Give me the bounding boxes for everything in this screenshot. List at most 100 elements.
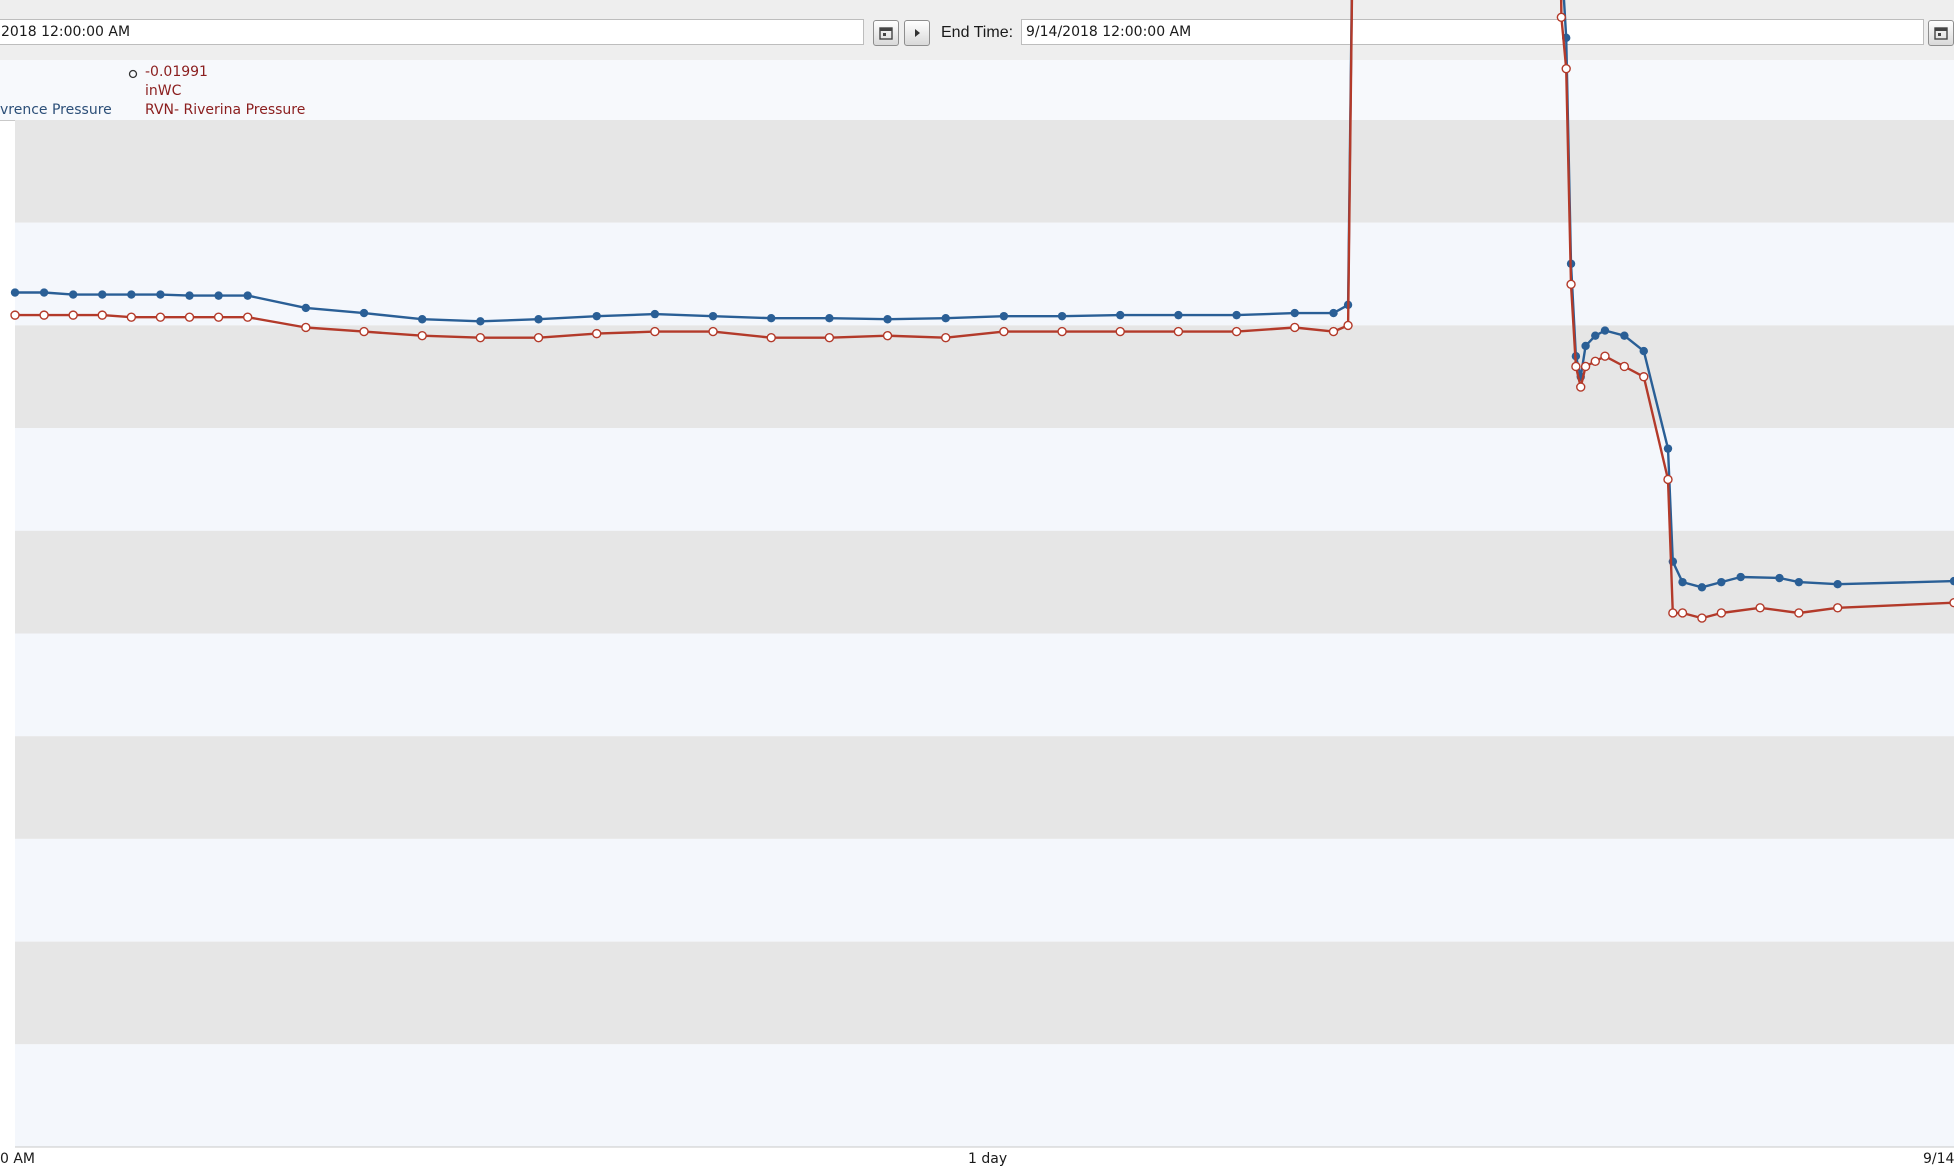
data-point <box>708 326 718 337</box>
data-point <box>417 315 427 324</box>
grid-band <box>15 325 1954 429</box>
grid-band <box>15 428 1954 531</box>
data-point <box>1290 322 1300 333</box>
plot-background-bands <box>15 120 1954 1148</box>
data-point <box>1116 310 1125 320</box>
data-point <box>1755 603 1765 613</box>
grid-band <box>15 838 1954 942</box>
series-2-line <box>15 0 1954 620</box>
data-point <box>1556 12 1567 22</box>
data-point <box>1600 351 1610 361</box>
end-time-label: End Time: <box>941 24 1014 41</box>
data-point <box>1571 361 1581 372</box>
data-point <box>1716 608 1727 618</box>
data-point <box>1949 597 1954 608</box>
end-calendar-button[interactable] <box>1928 20 1954 46</box>
data-point <box>1620 331 1629 340</box>
x-tick-start: 0 AM <box>0 1151 36 1167</box>
start-calendar-button[interactable] <box>873 20 899 46</box>
legend-series2-unit: inWC <box>145 83 182 99</box>
data-point <box>1794 577 1804 587</box>
legend-series2-label[interactable]: RVN- Riverina Pressure <box>145 102 306 118</box>
data-point <box>824 333 835 343</box>
grid-band <box>15 530 1954 634</box>
data-point <box>475 333 486 343</box>
data-point <box>1057 311 1067 321</box>
series-1 <box>10 0 1954 592</box>
data-point <box>1290 308 1299 318</box>
data-point <box>185 291 194 300</box>
data-point <box>1343 320 1353 331</box>
data-point <box>68 310 78 320</box>
data-point <box>1639 372 1649 382</box>
data-point <box>68 290 78 299</box>
data-point <box>97 310 107 320</box>
data-point <box>882 330 893 341</box>
calendar-icon <box>1934 27 1948 40</box>
data-point <box>883 315 892 324</box>
data-point <box>767 314 776 323</box>
data-point <box>1775 573 1784 583</box>
x-tick-middle: 1 day <box>968 1151 1008 1167</box>
grid-band <box>15 941 1954 1045</box>
data-point <box>1697 613 1707 623</box>
data-point <box>1639 346 1648 356</box>
data-point <box>1580 361 1591 372</box>
data-point <box>1057 326 1067 337</box>
data-point <box>184 312 195 322</box>
start-time-field[interactable]: 2018 12:00:00 AM <box>0 19 864 45</box>
data-point <box>650 309 660 319</box>
data-point <box>1576 382 1586 392</box>
data-point <box>156 290 165 299</box>
data-point <box>1619 361 1630 372</box>
data-point <box>592 328 602 339</box>
data-point <box>1794 608 1804 618</box>
data-point <box>1566 279 1576 290</box>
series-1-line <box>15 0 1954 589</box>
data-point <box>1717 577 1726 587</box>
data-point <box>10 310 20 320</box>
data-point <box>1600 326 1610 335</box>
data-point <box>650 326 660 337</box>
data-point <box>1663 474 1673 485</box>
data-point <box>417 330 427 341</box>
data-point <box>155 312 166 322</box>
data-point <box>476 317 485 326</box>
data-point <box>941 333 951 343</box>
legend-series2-value: -0.01991 <box>145 64 208 80</box>
end-time-field[interactable]: 9/14/2018 12:00:00 AM <box>1021 19 1924 45</box>
grid-band <box>15 1044 1954 1147</box>
data-point <box>1677 608 1688 618</box>
data-point <box>1833 580 1842 589</box>
data-point <box>1697 583 1707 592</box>
data-point <box>999 311 1009 321</box>
data-point <box>1173 326 1184 337</box>
data-point <box>1736 572 1745 582</box>
grid-band <box>15 222 1954 326</box>
data-point <box>1115 326 1125 337</box>
data-point <box>1329 308 1338 318</box>
legend-series1-label[interactable]: vrence Pressure <box>0 102 112 118</box>
play-arrow-icon <box>915 29 920 37</box>
data-point <box>825 314 834 323</box>
grid-band <box>15 736 1954 839</box>
data-point <box>999 326 1009 337</box>
data-point <box>766 333 776 343</box>
data-point <box>242 312 253 322</box>
data-point <box>39 310 49 320</box>
data-point <box>213 312 224 322</box>
data-point <box>1591 331 1600 340</box>
data-point <box>359 326 369 337</box>
start-step-forward-button[interactable] <box>904 20 930 46</box>
x-tick-end: 9/14 <box>1923 1151 1954 1167</box>
data-point <box>534 315 543 324</box>
data-point <box>1231 326 1242 337</box>
data-point <box>127 290 136 299</box>
data-point <box>98 290 107 299</box>
data-point <box>126 312 137 322</box>
data-point <box>39 288 49 297</box>
data-point <box>1668 608 1678 618</box>
data-point <box>214 291 223 300</box>
data-point <box>359 308 369 318</box>
